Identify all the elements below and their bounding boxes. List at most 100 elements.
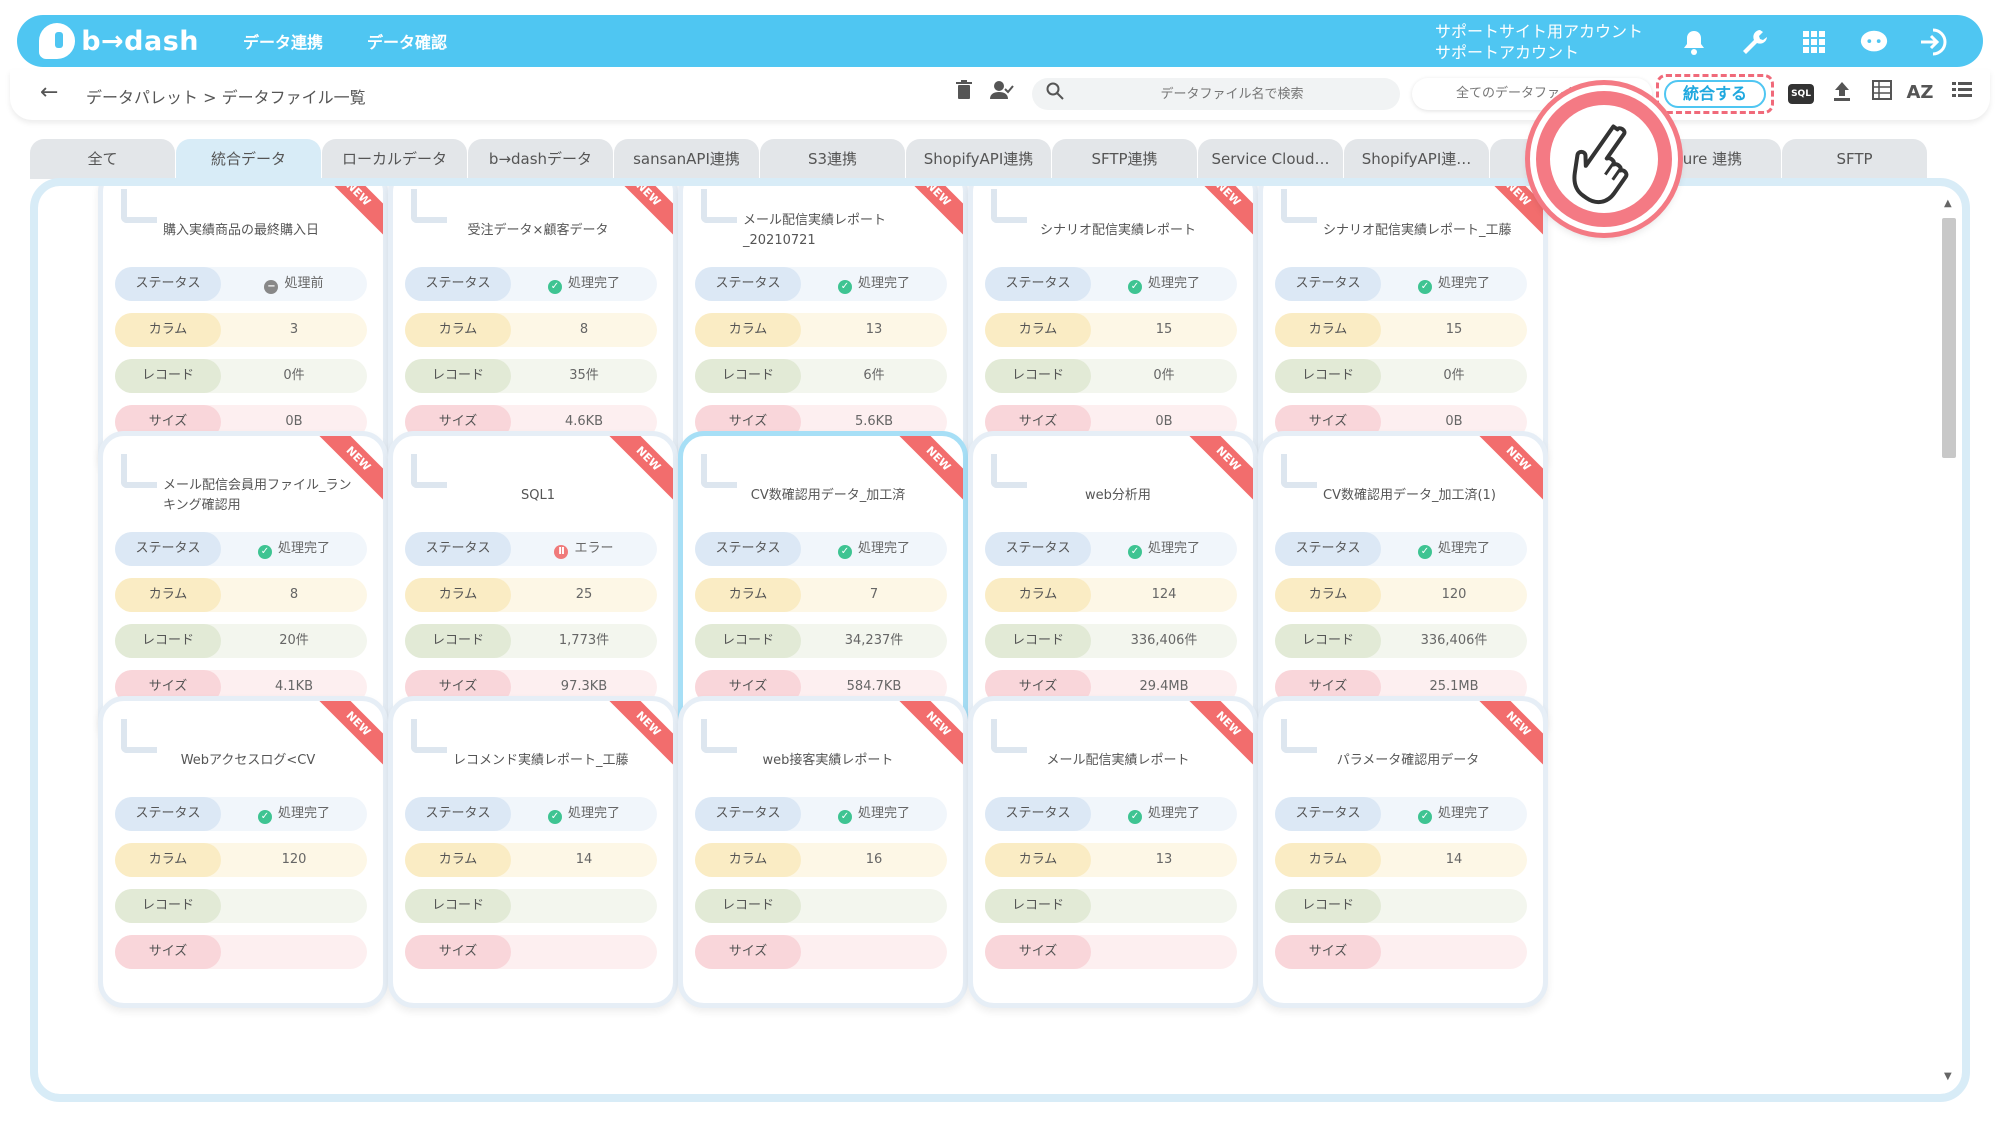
size-label: サイズ [405, 935, 511, 969]
check-circle-icon: ✓ [1417, 280, 1432, 294]
columns-value: 8 [579, 322, 589, 337]
status-text: 処理完了 [1147, 806, 1200, 821]
data-file-title: シナリオ配信実績レポート_工藤 [1323, 223, 1512, 238]
data-file-title: Webアクセスログ<CV [180, 753, 316, 768]
columns-value: 3 [289, 322, 299, 337]
chat-icon[interactable] [1859, 27, 1889, 57]
scroll-down-icon[interactable]: ▼ [1944, 1071, 1952, 1082]
data-file-card[interactable]: NEW CV数確認用データ_加工済(1) ステータス ✓ 処理完了 カラム 120 レコード 3… [1258, 431, 1548, 743]
data-file-card[interactable]: NEW メール配信実績レポート_20210721 ステータス ✓ 処理完了 カラム 13 レコ… [678, 186, 968, 478]
data-file-title: web分析用 [1085, 488, 1151, 503]
data-file-card[interactable]: NEW メール配信実績レポート ステータス ✓ 処理完了 カラム 13 レコード サイズ [968, 696, 1258, 1008]
columns-label: カラム [695, 313, 801, 347]
file-corner-icon [991, 719, 1027, 753]
nav-data-check[interactable]: データ確認 [367, 33, 448, 52]
data-file-card[interactable]: NEW レコメンド実績レポート_工藤 ステータス ✓ 処理完了 カラム 14 レコード サイズ [388, 696, 678, 1008]
records-value [1381, 889, 1527, 923]
status-label: ステータス [115, 532, 221, 566]
bell-icon[interactable] [1679, 27, 1709, 57]
file-records-row: レコード 34,237件 [695, 624, 947, 658]
data-file-grid-area[interactable]: NEW 購入実績商品の最終購入日 ステータス − 処理前 カラム 3 レコード 0件 サイズ 0B N… [38, 186, 1962, 1094]
tab-shopify-api-2[interactable]: ShopifyAPI連… [1344, 139, 1489, 179]
file-size-row: サイズ [1275, 935, 1527, 969]
tab-shopify-api[interactable]: ShopifyAPI連携 [906, 139, 1051, 179]
columns-value: 13 [1155, 852, 1173, 867]
apps-grid-icon[interactable] [1799, 27, 1829, 57]
file-size-row: サイズ [695, 935, 947, 969]
tab-sftp[interactable]: SFTP [1782, 139, 1927, 179]
data-file-card[interactable]: NEW web接客実績レポート ステータス ✓ 処理完了 カラム 16 レコード サイズ [678, 696, 968, 1008]
status-text: エラー [574, 541, 614, 556]
status-label: ステータス [115, 267, 221, 301]
status-text: 処理完了 [857, 806, 910, 821]
records-value: 1,773件 [558, 633, 610, 648]
logout-icon[interactable] [1919, 27, 1949, 57]
file-status-row: ステータス ✓ 処理完了 [115, 532, 367, 566]
top-navigation-bar: b→dash データ連携 データ確認 サポートサイト用アカウント サポートアカウ… [17, 15, 1983, 67]
records-value: 336,406件 [1420, 633, 1488, 648]
status-label: ステータス [985, 267, 1091, 301]
records-value [801, 889, 947, 923]
records-label: レコード [115, 359, 221, 393]
search-input[interactable] [1082, 78, 1382, 110]
tab-local-data[interactable]: ローカルデータ [322, 139, 467, 179]
upload-icon[interactable] [1828, 80, 1856, 108]
tab-all[interactable]: 全て [30, 139, 175, 179]
records-label: レコード [405, 624, 511, 658]
sql-icon[interactable]: SQL [1788, 84, 1814, 104]
check-circle-icon: ✓ [547, 280, 562, 294]
sort-az-icon[interactable]: AZ [1906, 82, 1934, 103]
tab-s3[interactable]: S3連携 [760, 139, 905, 179]
nav-data-integration[interactable]: データ連携 [243, 33, 324, 52]
file-records-row: レコード [1275, 889, 1527, 923]
file-status-row: ステータス ✓ 処理完了 [405, 267, 657, 301]
records-label: レコード [115, 889, 221, 923]
file-columns-row: カラム 15 [1275, 313, 1527, 347]
data-file-card[interactable]: NEW CV数確認用データ_加工済 ステータス ✓ 処理完了 カラム 7 レコード 34,237… [678, 431, 968, 743]
user-check-icon[interactable] [988, 80, 1016, 106]
file-status-row: ステータス ✓ 処理完了 [695, 797, 947, 831]
tab-service-cloud[interactable]: Service Cloud… [1198, 139, 1343, 179]
tab-bdash-data[interactable]: b→dashデータ [468, 139, 613, 179]
account-info[interactable]: サポートサイト用アカウント サポートアカウント [1435, 21, 1643, 63]
columns-label: カラム [405, 313, 511, 347]
columns-label: カラム [115, 578, 221, 612]
data-file-card[interactable]: NEW パラメータ確認用データ ステータス ✓ 処理完了 カラム 14 レコード サイズ [1258, 696, 1548, 1008]
vertical-scrollbar[interactable]: ▲ ▼ [1940, 198, 1956, 1082]
size-label: サイズ [695, 935, 801, 969]
data-file-card[interactable]: NEW Webアクセスログ<CV ステータス ✓ 処理完了 カラム 120 レコード サイズ [98, 696, 388, 1008]
list-view-icon[interactable] [1948, 80, 1976, 105]
data-file-title: レコメンド実績レポート_工藤 [453, 753, 629, 768]
columns-value: 15 [1155, 322, 1173, 337]
tab-sftp-integration[interactable]: SFTP連携 [1052, 139, 1197, 179]
merge-button[interactable]: 統合する [1664, 80, 1766, 108]
trash-icon[interactable] [950, 80, 978, 106]
bdash-logo[interactable]: b→dash [39, 23, 199, 59]
columns-label: カラム [115, 843, 221, 877]
data-file-card[interactable]: NEW web分析用 ステータス ✓ 処理完了 カラム 124 レコード 336,406件 サイズ… [968, 431, 1258, 743]
data-file-card[interactable]: NEW シナリオ配信実績レポート_工藤 ステータス ✓ 処理完了 カラム 15 レコード 0件サ… [1258, 186, 1548, 478]
scrollbar-thumb[interactable] [1942, 218, 1956, 458]
size-value: 29.4MB [1139, 679, 1189, 694]
file-records-row: レコード 35件 [405, 359, 657, 393]
check-circle-icon: ✓ [547, 810, 562, 824]
wrench-icon[interactable] [1739, 27, 1769, 57]
logo-mark-icon [39, 23, 76, 59]
scroll-up-icon[interactable]: ▲ [1944, 198, 1952, 209]
size-label: サイズ [115, 935, 221, 969]
columns-value: 124 [1151, 587, 1177, 602]
table-icon[interactable] [1868, 80, 1896, 106]
file-status-row: ステータス ✓ 処理完了 [1275, 267, 1527, 301]
file-columns-row: カラム 15 [985, 313, 1237, 347]
tab-sansan-api[interactable]: sansanAPI連携 [614, 139, 759, 179]
file-status-row: ステータス ✓ 処理完了 [985, 797, 1237, 831]
file-records-row: レコード 0件 [115, 359, 367, 393]
back-arrow-icon[interactable]: ← [40, 80, 59, 105]
status-value: ✓ 処理完了 [221, 797, 367, 831]
search-box[interactable] [1032, 78, 1400, 110]
tab-merged-data[interactable]: 統合データ [176, 139, 321, 179]
file-records-row: レコード 1,773件 [405, 624, 657, 658]
columns-label: カラム [985, 578, 1091, 612]
file-status-row: ステータス ✓ 処理完了 [695, 267, 947, 301]
status-value: ✓ 処理完了 [511, 267, 657, 301]
